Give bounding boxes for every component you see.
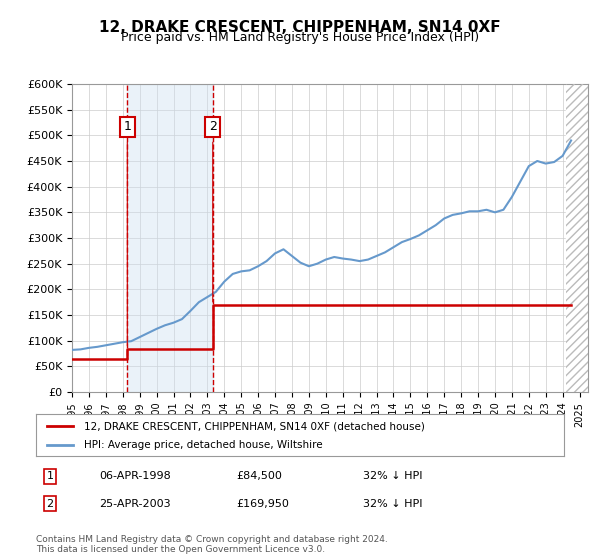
Text: 06-APR-1998: 06-APR-1998 [100, 472, 171, 482]
Bar [566, 84, 588, 392]
Text: 32% ↓ HPI: 32% ↓ HPI [364, 498, 423, 508]
Text: Price paid vs. HM Land Registry's House Price Index (HPI): Price paid vs. HM Land Registry's House … [121, 31, 479, 44]
Text: 12, DRAKE CRESCENT, CHIPPENHAM, SN14 0XF: 12, DRAKE CRESCENT, CHIPPENHAM, SN14 0XF [99, 20, 501, 35]
Text: 2: 2 [47, 498, 53, 508]
Text: 12, DRAKE CRESCENT, CHIPPENHAM, SN14 0XF (detached house): 12, DRAKE CRESCENT, CHIPPENHAM, SN14 0XF… [83, 421, 424, 431]
Text: Contains HM Land Registry data © Crown copyright and database right 2024.
This d: Contains HM Land Registry data © Crown c… [36, 535, 388, 554]
Text: 32% ↓ HPI: 32% ↓ HPI [364, 472, 423, 482]
Text: 25-APR-2003: 25-APR-2003 [100, 498, 171, 508]
Bar [566, 84, 588, 392]
Text: 1: 1 [47, 472, 53, 482]
Text: 2: 2 [209, 120, 217, 133]
Text: 1: 1 [124, 120, 131, 133]
Text: £169,950: £169,950 [236, 498, 290, 508]
Text: £84,500: £84,500 [236, 472, 283, 482]
Bar [127, 84, 213, 392]
Text: HPI: Average price, detached house, Wiltshire: HPI: Average price, detached house, Wilt… [83, 440, 322, 450]
